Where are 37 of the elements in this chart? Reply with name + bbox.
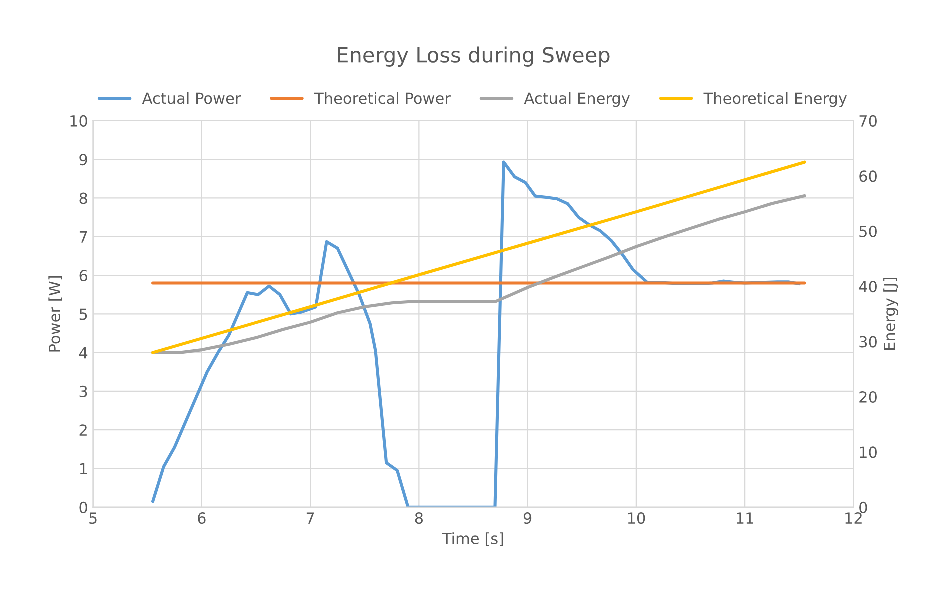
y-tick-label: 9 [80,154,88,166]
chart-title: Energy Loss during Sweep [338,46,610,67]
y2-tick-label: 10 [860,446,877,458]
y-tick-label: 2 [80,424,87,436]
line-series [152,194,806,354]
y2-tick-label: 20 [860,391,877,404]
y2-axis-title: Energy [J] [884,278,898,350]
x-tick-label: 12 [846,512,862,524]
y-tick-label: 6 [80,270,88,282]
x-tick-label: 7 [306,512,314,524]
y-tick-label: 4 [79,347,88,359]
y-tick-label: 5 [80,308,88,320]
line-series [152,160,806,354]
y-axis-title: Power [W] [48,276,62,352]
legend-label: Actual Power [142,92,242,104]
legend-label: Theoretical Energy [704,92,848,108]
x-tick-label: 10 [628,512,646,524]
y2-tick-label: 60 [860,170,877,182]
y2-tick-label: 30 [860,336,877,348]
y-tick-label: 1 [80,463,88,475]
x-tick-label: 6 [198,512,206,524]
legend-label: Actual Energy [524,92,630,108]
y-tick-label: 7 [80,232,88,243]
y-tick-label: 3 [80,386,88,398]
x-tick-label: 9 [524,512,532,524]
y2-tick-label: 0 [860,502,868,514]
x-tick-label: 5 [90,512,97,524]
y-tick-label: 8 [80,192,88,204]
y2-tick-label: 50 [860,226,877,238]
y2-tick-label: 40 [859,281,877,293]
x-axis-title: Time [s] [442,532,504,546]
y-tick-label: 0 [80,502,88,514]
y2-tick-label: 70 [860,115,877,127]
y-tick-label: 10 [70,115,88,127]
legend-label: Theoretical Power [314,92,451,104]
x-tick-label: 8 [415,512,423,524]
x-tick-label: 11 [737,512,754,524]
